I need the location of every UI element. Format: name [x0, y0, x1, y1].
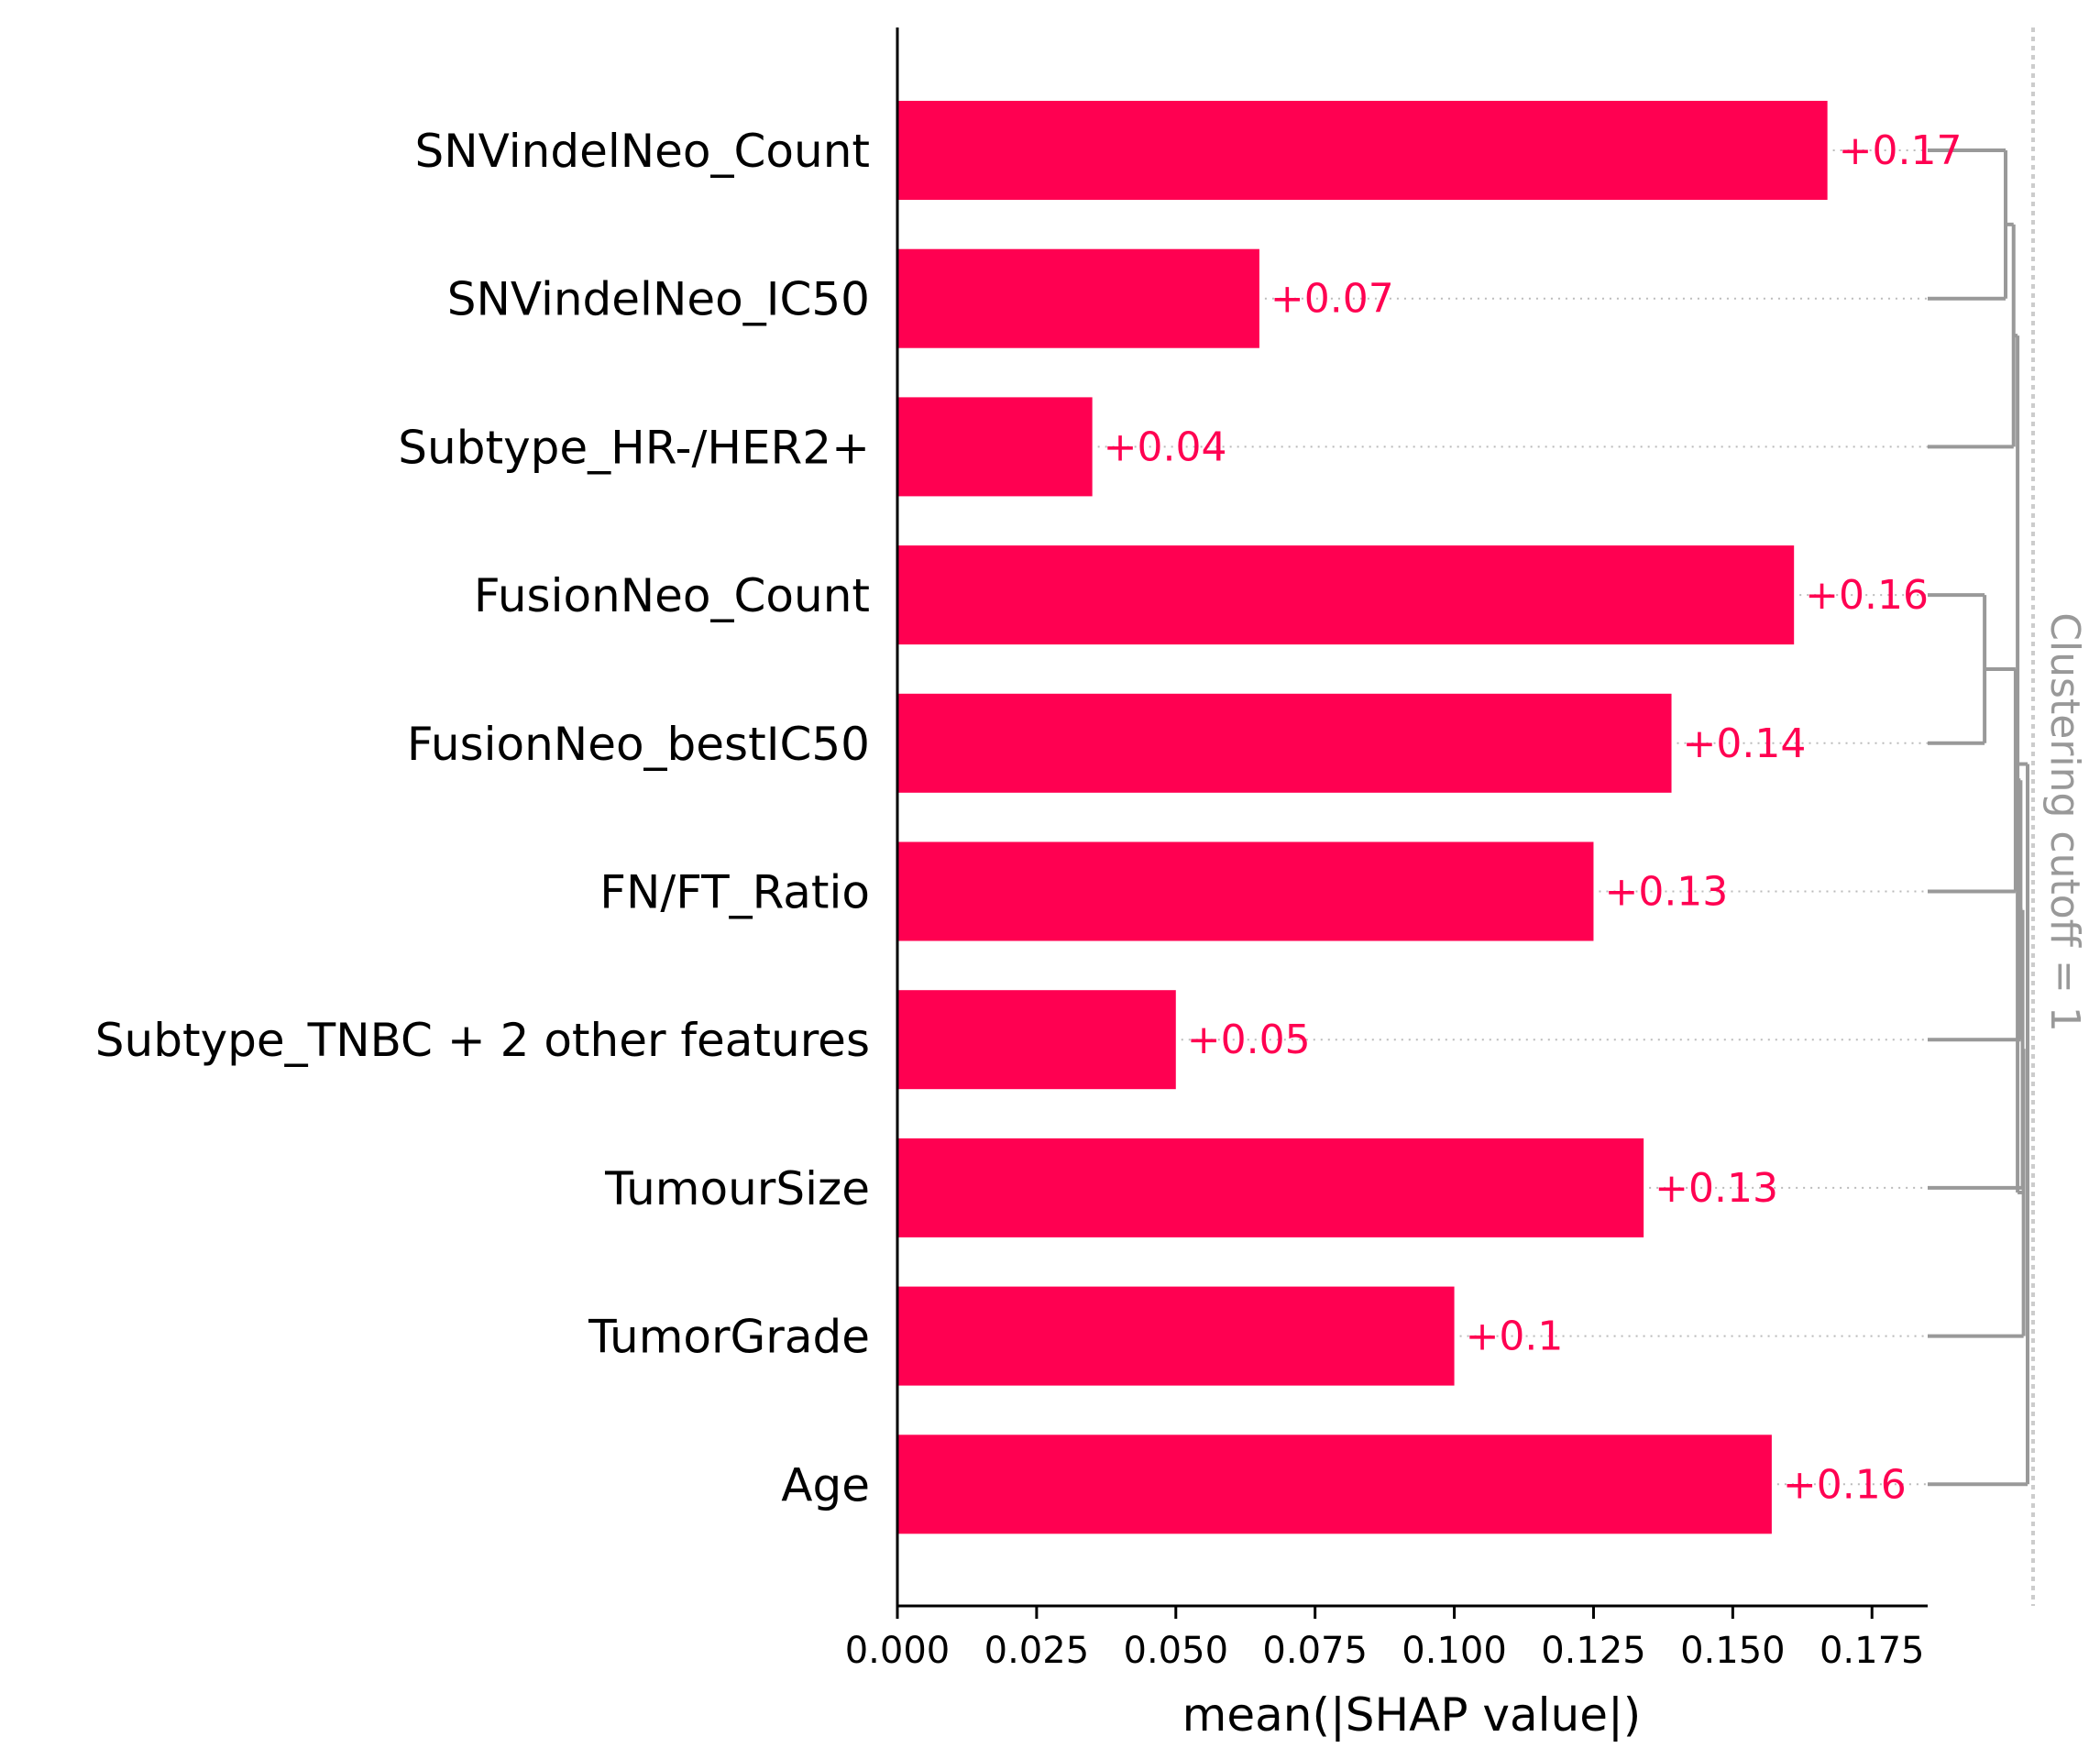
x-tick-label-0: 0.000 [845, 1630, 951, 1672]
value-label-0: +0.17 [1839, 127, 1963, 174]
feature-label-6: Subtype_TNBC + 2 other features [95, 1014, 870, 1067]
value-label-9: +0.16 [1783, 1461, 1907, 1508]
feature-label-8: TumorGrade [588, 1311, 870, 1364]
feature-label-3: FusionNeo_Count [474, 569, 870, 622]
bar-7 [897, 1138, 1644, 1237]
feature-label-5: FN/FT_Ratio [599, 866, 870, 919]
bar-5 [897, 841, 1594, 941]
value-label-1: +0.07 [1270, 276, 1394, 323]
guide-lines-layer [1097, 149, 1928, 1486]
value-label-8: +0.1 [1466, 1314, 1564, 1360]
bar-9 [897, 1435, 1772, 1534]
x-axis-title: mean(|SHAP value|) [1182, 1688, 1642, 1742]
clustering-dendrogram [1928, 27, 2035, 1606]
bar-3 [897, 545, 1795, 645]
x-tick-label-5: 0.125 [1541, 1630, 1646, 1672]
value-label-6: +0.05 [1187, 1017, 1311, 1063]
x-tick-label-7: 0.175 [1820, 1630, 1925, 1672]
axes-layer: 0.000 0.025 0.050 0.075 0.100 0.125 0.150 0.175 [845, 27, 1928, 1672]
bar-1 [897, 248, 1259, 348]
value-label-7: +0.13 [1655, 1165, 1778, 1212]
value-labels-layer: +0.17 +0.07 +0.04 +0.16 +0.14 +0.13 +0.05 +0.13… [1104, 127, 1963, 1508]
value-label-3: +0.16 [1805, 572, 1929, 619]
clustering-cutoff-label: Clustering cutoff = 1 [2041, 612, 2088, 1032]
feature-label-0: SNVindelNeo_Count [415, 125, 870, 178]
feature-label-9: Age [781, 1458, 870, 1512]
feature-label-4: FusionNeo_bestIC50 [407, 718, 870, 771]
bar-0 [897, 101, 1828, 200]
feature-label-2: Subtype_HR-/HER2+ [398, 421, 870, 474]
value-label-5: +0.13 [1604, 869, 1728, 916]
bar-2 [897, 397, 1093, 497]
bar-4 [897, 693, 1672, 793]
x-tick-label-3: 0.075 [1262, 1630, 1368, 1672]
x-tick-label-1: 0.025 [984, 1630, 1090, 1672]
bar-8 [897, 1286, 1455, 1386]
value-label-2: +0.04 [1104, 423, 1227, 470]
bar-6 [897, 990, 1176, 1090]
x-tick-label-6: 0.150 [1680, 1630, 1786, 1672]
bars-layer [897, 101, 1828, 1534]
feature-label-7: TumourSize [604, 1162, 870, 1215]
x-tick-label-4: 0.100 [1402, 1630, 1507, 1672]
value-label-4: +0.14 [1683, 720, 1807, 767]
feature-labels-layer: SNVindelNeo_Count SNVindelNeo_IC50 Subtype… [95, 125, 870, 1512]
x-tick-label-2: 0.050 [1124, 1630, 1229, 1672]
feature-label-1: SNVindelNeo_IC50 [447, 273, 870, 326]
